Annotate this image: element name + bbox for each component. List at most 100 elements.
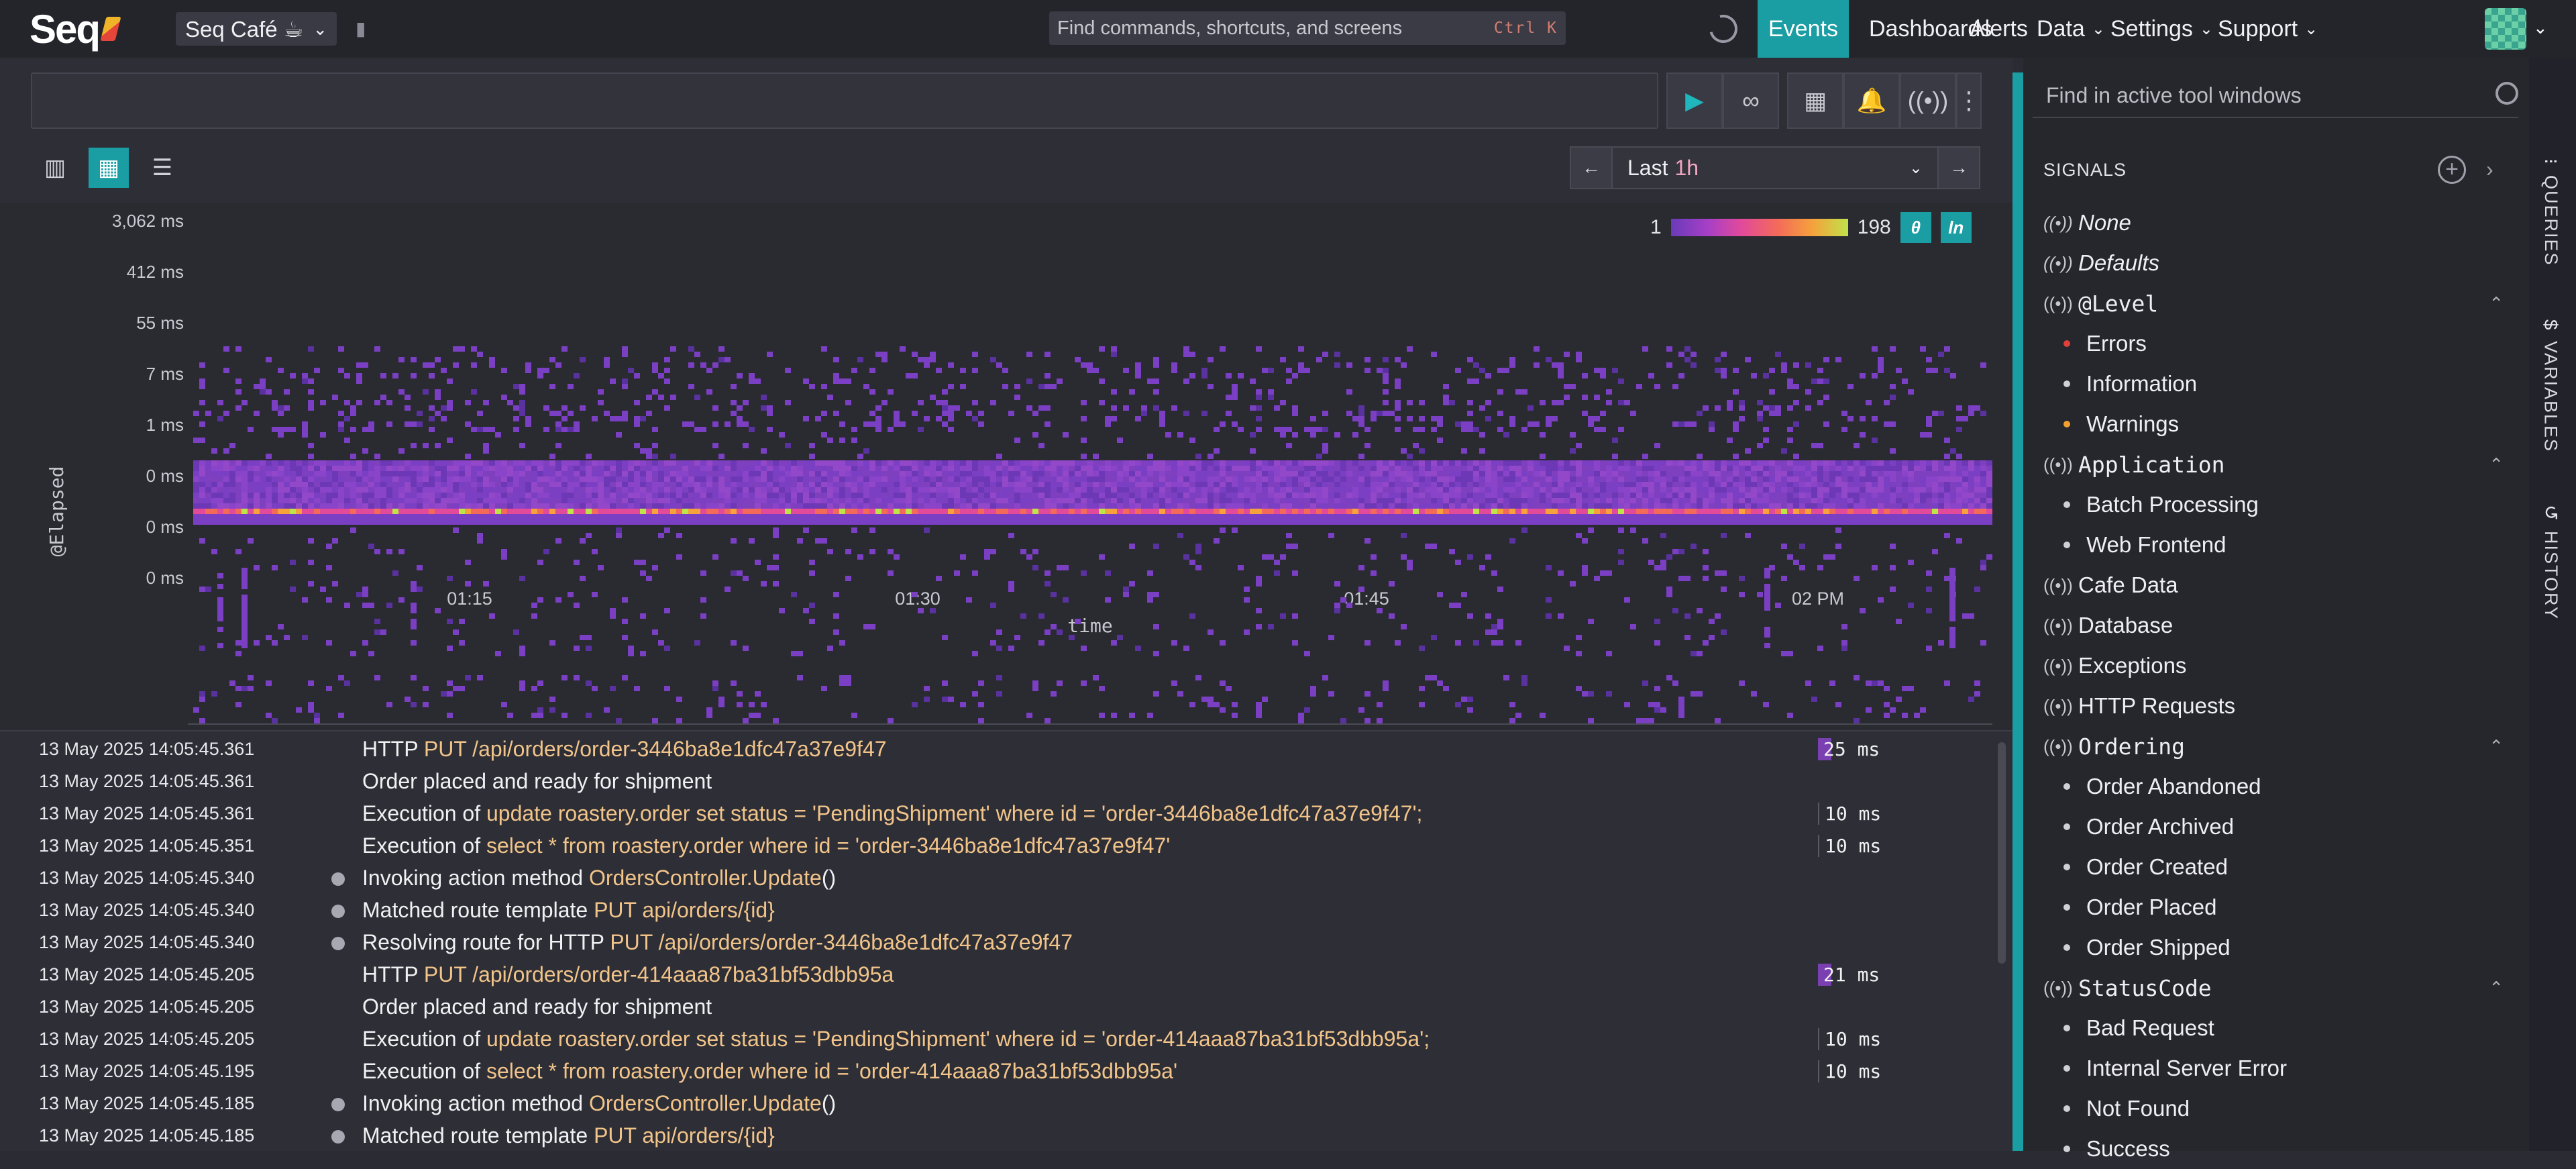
nav-support[interactable]: Support⌄ [2207, 0, 2328, 58]
heatmap-cell [918, 476, 924, 482]
heatmap-cell [918, 482, 924, 487]
more-button[interactable]: ⋮ [1956, 72, 1982, 129]
heatmap-cell [1232, 466, 1238, 471]
run-button[interactable]: ▶ [1666, 72, 1723, 129]
heatmap-cell [1642, 509, 1648, 514]
heatmap-cell [863, 514, 869, 519]
range-forward-button[interactable]: → [1939, 148, 1979, 188]
heatmap-cell [1286, 509, 1292, 514]
heatmap-cell [531, 482, 537, 487]
heatmap-cell [1250, 503, 1256, 509]
heatmap-cell [1811, 503, 1817, 509]
heatmap-cell [1636, 487, 1642, 493]
heatmap-cell [350, 498, 356, 503]
heatmap-cell [1503, 519, 1509, 525]
heatmap-cell [308, 466, 314, 471]
heatmap-cell [254, 565, 260, 570]
chevron-down-icon: ⌄ [1909, 158, 1923, 178]
heatmap-cell [417, 411, 423, 416]
heatmap-cell [1250, 432, 1256, 438]
bar-chart-view-button[interactable]: ▥ [35, 148, 75, 188]
heatmap-cell [537, 713, 543, 718]
heatmap-cell [1908, 389, 1914, 395]
list-view-button[interactable]: ☰ [142, 148, 182, 188]
heatmap-cell [1117, 482, 1123, 487]
heatmap-cell [1902, 509, 1908, 514]
heatmap-cell [1497, 640, 1503, 646]
nav-settings[interactable]: Settings⌄ [2100, 0, 2224, 58]
heatmap-cell [1630, 624, 1636, 629]
heatmap-cell [1497, 587, 1503, 592]
heatmap-cell [1358, 519, 1364, 525]
heatmap-cell [906, 514, 912, 519]
heatmap-cell [1847, 519, 1854, 525]
heatmap-cell [1878, 597, 1884, 603]
heatmap-cell [1986, 466, 1992, 471]
heatmap-cell [1346, 603, 1352, 608]
heatmap-cell [1346, 476, 1352, 482]
x-tick-label: 01:30 [895, 589, 941, 609]
heatmap-cell [1395, 416, 1401, 421]
heatmap-cell [712, 466, 718, 471]
heatmap-cell [815, 460, 821, 466]
heatmap-cell [1727, 460, 1733, 466]
refresh-link-button[interactable]: ∞ [1723, 72, 1779, 129]
heatmap-cell [248, 466, 254, 471]
heatmap-cell [1262, 503, 1268, 509]
seq-logo[interactable]: Seq [30, 4, 118, 54]
heatmap-cell [525, 466, 531, 471]
heatmap-cell [881, 466, 888, 471]
heatmap-cell [513, 384, 519, 389]
heatmap-cell [1371, 503, 1377, 509]
heatmap-cell [1491, 503, 1497, 509]
heatmap-cell [1479, 514, 1485, 519]
avatar[interactable] [2485, 8, 2526, 50]
heatmap-cell [1171, 368, 1177, 373]
heatmap-cell [616, 487, 622, 493]
heatmap-cell [1389, 460, 1395, 466]
heatmap-cell [1811, 443, 1817, 448]
heatmap-cell [706, 466, 712, 471]
signal-button[interactable]: ((•)) [1900, 72, 1956, 129]
heatmap-cell [773, 493, 779, 498]
heatmap-cell [1534, 466, 1540, 471]
heatmap-cell [1715, 357, 1721, 362]
heatmap-cell [1111, 640, 1117, 646]
chevron-down-icon[interactable]: ⌄ [2533, 17, 2548, 38]
heatmap-cell [1105, 471, 1111, 476]
heatmap-cell [350, 454, 356, 459]
heatmap-cell [248, 476, 254, 482]
range-back-button[interactable]: ← [1571, 148, 1611, 188]
heatmap-cell [1256, 487, 1262, 493]
nav-events[interactable]: Events [1758, 0, 1849, 58]
heatmap-cell [1733, 368, 1739, 373]
heatmap-cell [1733, 471, 1739, 476]
workspace-selector[interactable]: Seq Café ☕⌄ [176, 12, 337, 46]
heatmap-cell [1588, 619, 1594, 624]
add-to-dashboard-button[interactable]: ▦ [1787, 72, 1843, 129]
heatmap-cell [894, 460, 900, 466]
heatmap-cell [604, 487, 610, 493]
heatmap-cell [948, 362, 954, 368]
heatmap-cell [302, 432, 308, 438]
heatmap-cell [1377, 498, 1383, 503]
heatmap-cell [320, 514, 326, 519]
heatmap-cell [1044, 421, 1051, 427]
heatmap-cell [670, 519, 676, 525]
heatmap-cell [718, 503, 724, 509]
heatmap-cell [1087, 362, 1093, 368]
heatmap-view-button[interactable]: ▦ [89, 148, 129, 188]
heatmap-cell [435, 389, 441, 395]
heatmap-cell [350, 509, 356, 514]
heatmap-cell [1135, 362, 1141, 368]
save-icon[interactable]: ▮ [356, 17, 374, 39]
add-alert-button[interactable]: 🔔 [1843, 72, 1900, 129]
heatmap-cell [1793, 476, 1799, 482]
heatmap-cell [254, 466, 260, 471]
heatmap-cell [1811, 482, 1817, 487]
theme-toggle-icon[interactable] [1704, 9, 1742, 48]
heatmap-cell [1515, 482, 1521, 487]
search-query-input[interactable] [31, 72, 1658, 129]
